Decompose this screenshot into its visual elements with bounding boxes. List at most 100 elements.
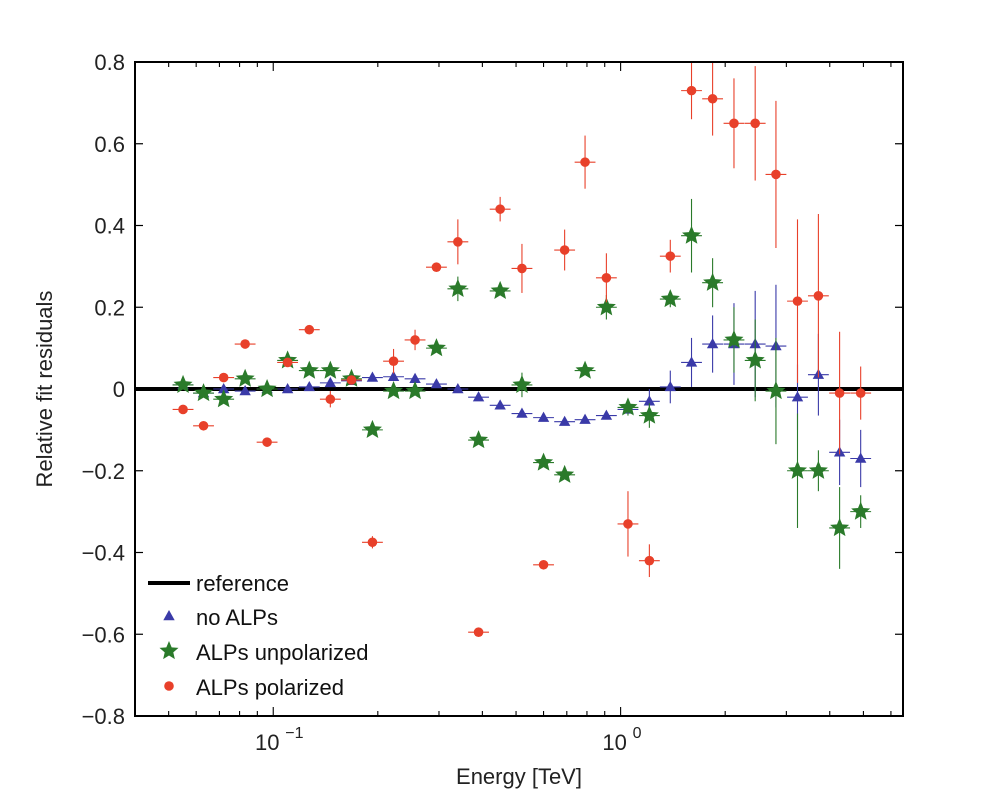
data-point bbox=[808, 460, 828, 479]
data-point bbox=[745, 350, 765, 369]
x-tick-label: 10 bbox=[255, 730, 279, 755]
series-alps-unpolarized bbox=[172, 198, 872, 569]
data-point bbox=[426, 338, 446, 357]
x-tick-label: 10 bbox=[602, 730, 626, 755]
data-point bbox=[834, 388, 845, 398]
data-point bbox=[472, 391, 485, 402]
data-point bbox=[706, 338, 719, 349]
data-point bbox=[325, 394, 336, 405]
data-point bbox=[792, 296, 803, 306]
series-alps-polarized bbox=[172, 62, 872, 638]
data-point bbox=[830, 517, 850, 537]
data-point bbox=[538, 559, 549, 570]
data-point bbox=[559, 245, 570, 255]
legend-swatch-star bbox=[159, 641, 179, 660]
data-point bbox=[517, 263, 527, 274]
data-point bbox=[813, 291, 824, 301]
data-point bbox=[596, 297, 616, 316]
data-point bbox=[787, 460, 808, 479]
data-point bbox=[771, 169, 781, 180]
data-point bbox=[173, 374, 193, 393]
data-point bbox=[198, 420, 209, 431]
data-point bbox=[707, 93, 718, 104]
data-point bbox=[214, 389, 234, 408]
data-point bbox=[665, 251, 676, 261]
data-point bbox=[324, 376, 337, 388]
data-point bbox=[453, 237, 463, 247]
data-point bbox=[534, 452, 554, 471]
data-point bbox=[320, 360, 340, 379]
data-point bbox=[682, 225, 702, 244]
data-point bbox=[703, 272, 723, 291]
data-point bbox=[388, 356, 399, 367]
y-tick-label: 0.8 bbox=[94, 50, 125, 75]
y-tick-label: −0.2 bbox=[82, 459, 125, 484]
y-tick-label: 0.2 bbox=[94, 295, 125, 320]
x-axis-label: Energy [TeV] bbox=[456, 764, 582, 789]
data-point bbox=[750, 118, 760, 129]
data-point bbox=[855, 388, 866, 398]
data-point bbox=[257, 379, 277, 398]
y-tick-label: 0.6 bbox=[94, 132, 125, 157]
legend-swatch-circle bbox=[164, 681, 174, 691]
data-point bbox=[623, 519, 633, 529]
data-point bbox=[218, 372, 229, 383]
data-point bbox=[618, 397, 638, 416]
data-point bbox=[410, 335, 420, 345]
data-point bbox=[281, 383, 294, 394]
data-point bbox=[512, 374, 532, 393]
x-tick-exponent: 0 bbox=[633, 725, 642, 742]
data-point bbox=[239, 385, 251, 396]
data-point bbox=[346, 375, 357, 385]
data-point bbox=[362, 419, 382, 438]
y-tick-label: 0 bbox=[113, 377, 125, 402]
legend-label-reference: reference bbox=[196, 571, 289, 596]
data-point bbox=[601, 273, 612, 283]
data-point bbox=[387, 370, 400, 381]
data-point bbox=[791, 391, 804, 402]
legend-swatch-triangle bbox=[163, 610, 175, 621]
data-point bbox=[235, 368, 255, 387]
data-point bbox=[409, 372, 421, 383]
data-point bbox=[304, 324, 315, 335]
data-point bbox=[600, 409, 613, 420]
data-point bbox=[262, 437, 272, 447]
data-point bbox=[580, 157, 590, 167]
data-point bbox=[178, 404, 188, 415]
y-axis-label: Relative fit residuals bbox=[32, 291, 57, 488]
data-point bbox=[579, 413, 591, 424]
data-point bbox=[686, 85, 697, 96]
y-tick-label: −0.6 bbox=[82, 622, 125, 647]
data-point bbox=[452, 383, 464, 394]
data-point bbox=[851, 501, 871, 520]
plot-frame bbox=[134, 61, 904, 717]
data-point bbox=[766, 381, 786, 400]
data-point bbox=[555, 464, 575, 483]
data-point bbox=[490, 280, 510, 299]
data-point bbox=[448, 278, 468, 297]
data-point bbox=[685, 356, 698, 367]
x-tick-exponent: −1 bbox=[285, 725, 303, 742]
data-point bbox=[473, 627, 484, 638]
data-point bbox=[303, 380, 315, 392]
data-point bbox=[299, 360, 319, 379]
data-point bbox=[367, 537, 378, 548]
data-point bbox=[558, 415, 571, 426]
data-point bbox=[660, 289, 680, 308]
data-point bbox=[366, 371, 379, 382]
legend-label: no ALPs bbox=[196, 605, 278, 630]
x-axis-ticks: 10 −1 10 0 bbox=[134, 62, 892, 755]
data-point bbox=[516, 407, 528, 418]
data-marks bbox=[172, 62, 872, 638]
data-point bbox=[729, 118, 739, 129]
data-point bbox=[644, 555, 655, 566]
data-point bbox=[217, 383, 230, 394]
legend-label: ALPs polarized bbox=[196, 675, 344, 700]
y-axis-ticks: −0.8 −0.6 −0.4 −0.2 0 0.2 0.4 0.6 0.8 bbox=[82, 50, 903, 729]
data-point bbox=[724, 329, 744, 349]
data-point bbox=[537, 411, 550, 422]
data-point bbox=[240, 339, 250, 349]
data-point bbox=[194, 383, 214, 402]
data-point bbox=[495, 204, 505, 214]
